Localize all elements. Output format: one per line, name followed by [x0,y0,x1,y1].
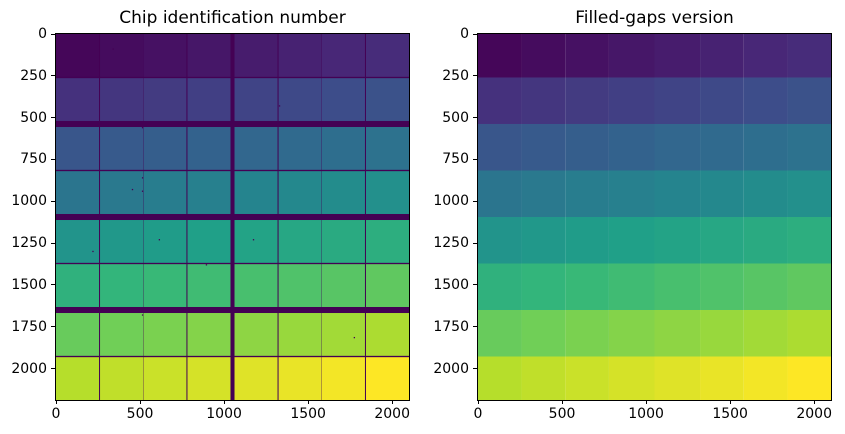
y-axis-tick [473,117,477,119]
x-axis-tick [813,400,815,404]
y-axis-tick [51,368,55,370]
y-axis-tick [473,284,477,286]
y-axis-tick [51,75,55,77]
x-axis-tick [477,400,479,404]
y-axis-tick-label: 500 [20,109,47,126]
y-axis-tick-label: 1250 [433,235,469,252]
y-axis-tick-label: 1750 [433,318,469,335]
x-axis-tick-label: 1500 [712,406,748,422]
y-axis-tick-label: 2000 [11,360,47,377]
chip-id-plot-title: Chip identification number [119,8,346,28]
chip-id-heatmap-canvas [56,34,409,400]
y-axis-tick-label: 250 [442,67,469,84]
y-axis-tick-label: 250 [20,67,47,84]
x-axis-tick-label: 0 [51,406,61,422]
x-axis-tick-label: 500 [548,406,576,422]
x-axis-tick-label: 2000 [796,406,833,422]
y-axis-tick-label: 1750 [11,318,47,335]
y-axis-tick-label: 1500 [433,276,469,293]
filled-gaps-plot: Filled-gaps version 0 500 1000 1500 2000 0 250… [433,8,832,422]
x-axis-tick [561,400,563,404]
filled-gaps-plot-title: Filled-gaps version [575,8,734,28]
y-axis-tick-label: 1000 [433,193,469,210]
x-axis-tick [55,400,57,404]
y-axis-tick [51,117,55,119]
y-axis-tick [473,326,477,328]
chip-id-plot: Chip identification number 0 500 1000 1500 2… [11,8,410,422]
x-axis-tick-label: 2000 [374,406,411,422]
x-axis-tick-label: 1000 [628,406,664,422]
x-axis-tick-label: 0 [473,406,483,422]
x-axis-tick [139,400,141,404]
y-axis-tick [51,158,55,160]
y-axis-tick-label: 0 [460,26,469,42]
y-axis-tick [473,368,477,370]
y-axis-tick-label: 2000 [433,360,469,377]
x-axis-tick-label: 1000 [206,406,242,422]
y-axis-tick-label: 0 [38,26,47,42]
y-axis-tick-label: 1000 [11,193,47,210]
y-axis-tick [473,75,477,77]
y-axis-tick-label: 750 [20,151,47,168]
x-axis-tick [391,400,393,404]
y-axis-tick [51,33,55,35]
y-axis-tick [473,158,477,160]
filled-gaps-heatmap-canvas [478,34,831,400]
y-axis-tick-label: 750 [442,151,469,168]
y-axis-tick [51,284,55,286]
y-axis-tick [473,242,477,244]
x-axis-tick [645,400,647,404]
y-axis-tick [51,326,55,328]
y-axis-tick-label: 1500 [11,276,47,293]
y-axis-tick [51,200,55,202]
y-axis-tick [473,200,477,202]
x-axis-tick-label: 500 [126,406,154,422]
y-axis-tick-label: 500 [442,109,469,126]
x-axis-tick-label: 1500 [290,406,326,422]
y-axis-tick [473,33,477,35]
y-axis-tick-label: 1250 [11,235,47,252]
x-axis-tick [729,400,731,404]
y-axis-tick [51,242,55,244]
x-axis-tick [223,400,225,404]
x-axis-tick [307,400,309,404]
